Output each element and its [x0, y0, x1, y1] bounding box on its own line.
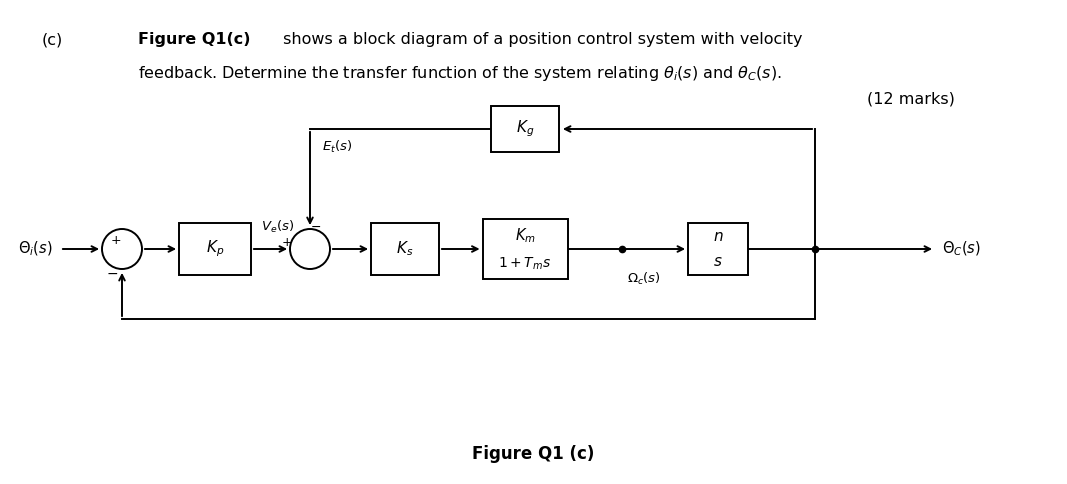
Text: (c): (c)	[42, 32, 63, 47]
Bar	[179, 223, 251, 275]
Text: +: +	[282, 237, 292, 249]
Text: $K_m$: $K_m$	[514, 227, 536, 245]
Text: $\Omega_c(s)$: $\Omega_c(s)$	[627, 271, 660, 287]
Text: feedback. Determine the transfer function of the system relating $\theta_i(s)$ a: feedback. Determine the transfer functio…	[138, 64, 782, 83]
Bar	[491, 106, 559, 152]
Text: $1+T_ms$: $1+T_ms$	[498, 256, 552, 272]
Bar	[482, 219, 568, 279]
Bar	[371, 223, 439, 275]
Text: Figure Q1(c): Figure Q1(c)	[138, 32, 251, 47]
Text: $K_g$: $K_g$	[515, 119, 535, 139]
Text: $V_e(s)$: $V_e(s)$	[261, 219, 294, 235]
Text: +: +	[111, 233, 122, 246]
Text: −: −	[107, 267, 117, 281]
Text: $E_t(s)$: $E_t(s)$	[322, 139, 352, 155]
Bar	[688, 223, 748, 275]
Text: $\Theta_i(s)$: $\Theta_i(s)$	[18, 240, 53, 258]
Text: $s$: $s$	[713, 255, 722, 270]
Text: $\Theta_C(s)$: $\Theta_C(s)$	[942, 240, 981, 258]
Text: (12 marks): (12 marks)	[867, 92, 955, 107]
Circle shape	[102, 229, 142, 269]
Text: shows a block diagram of a position control system with velocity: shows a block diagram of a position cont…	[278, 32, 802, 47]
Text: −: −	[310, 221, 321, 233]
Text: $K_s$: $K_s$	[396, 240, 414, 258]
Circle shape	[290, 229, 330, 269]
Text: $n$: $n$	[713, 229, 723, 244]
Text: $K_p$: $K_p$	[206, 239, 224, 259]
Text: Figure Q1 (c): Figure Q1 (c)	[473, 445, 594, 463]
